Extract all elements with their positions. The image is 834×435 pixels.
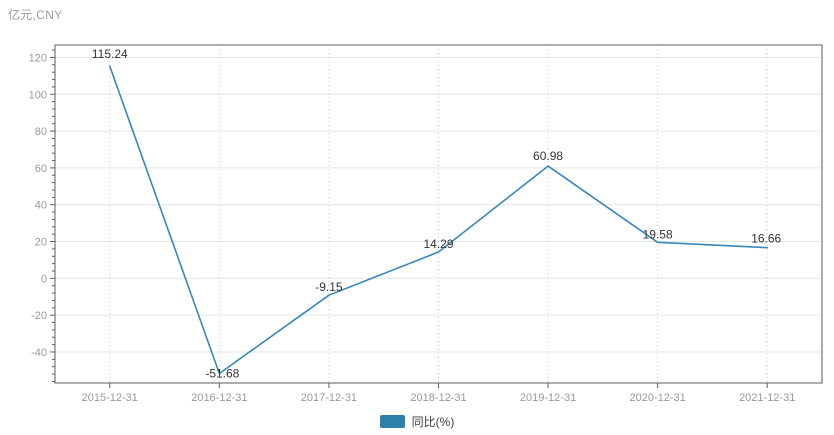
x-axis-labels: 2015-12-31 2016-12-31 2017-12-31 2018-12-31… bbox=[82, 392, 796, 404]
legend-swatch-icon bbox=[379, 415, 405, 428]
svg-text:2021-12-31: 2021-12-31 bbox=[739, 392, 795, 404]
svg-text:2018-12-31: 2018-12-31 bbox=[410, 392, 466, 404]
svg-text:-51.68: -51.68 bbox=[205, 366, 239, 380]
svg-text:60.98: 60.98 bbox=[533, 149, 563, 163]
svg-text:16.66: 16.66 bbox=[751, 232, 781, 246]
svg-text:2015-12-31: 2015-12-31 bbox=[82, 392, 138, 404]
svg-text:-9.15: -9.15 bbox=[315, 280, 343, 294]
svg-text:20: 20 bbox=[35, 237, 47, 249]
svg-text:14.29: 14.29 bbox=[423, 237, 453, 251]
legend-item-series[interactable]: 同比(%) bbox=[379, 413, 455, 430]
svg-text:19.58: 19.58 bbox=[643, 227, 673, 241]
series-line bbox=[108, 65, 769, 375]
x-axis-ticks bbox=[109, 383, 768, 388]
gridlines-vertical bbox=[109, 45, 768, 383]
y-axis-labels: -40 -20 0 20 40 60 80 100 120 bbox=[29, 52, 47, 359]
svg-text:2019-12-31: 2019-12-31 bbox=[520, 392, 576, 404]
svg-text:2016-12-31: 2016-12-31 bbox=[191, 392, 247, 404]
svg-text:120: 120 bbox=[29, 52, 47, 64]
svg-text:40: 40 bbox=[35, 200, 47, 212]
svg-text:2020-12-31: 2020-12-31 bbox=[630, 392, 686, 404]
svg-text:0: 0 bbox=[41, 273, 47, 285]
svg-text:-20: -20 bbox=[31, 310, 47, 322]
data-labels: 115.24 -51.68 -9.15 14.29 60.98 19.58 16.66 bbox=[92, 47, 782, 380]
svg-text:80: 80 bbox=[35, 126, 47, 138]
svg-text:2017-12-31: 2017-12-31 bbox=[301, 392, 357, 404]
legend: 同比(%) bbox=[0, 413, 834, 430]
svg-text:115.24: 115.24 bbox=[92, 47, 128, 61]
legend-label: 同比(%) bbox=[411, 415, 455, 429]
svg-text:60: 60 bbox=[35, 163, 47, 175]
chart-title: 亿元,CNY bbox=[8, 8, 63, 22]
svg-text:100: 100 bbox=[29, 89, 47, 101]
svg-text:-40: -40 bbox=[31, 347, 47, 359]
y-axis-ticks bbox=[50, 49, 55, 382]
